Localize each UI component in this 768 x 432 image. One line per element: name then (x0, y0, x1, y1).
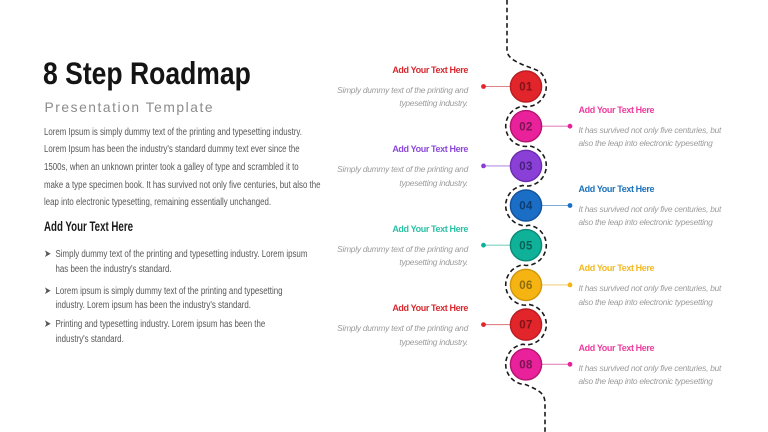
svg-text:05: 05 (519, 240, 533, 252)
svg-text:03: 03 (519, 161, 532, 173)
svg-text:07: 07 (519, 320, 532, 332)
svg-text:06: 06 (519, 280, 532, 292)
svg-text:02: 02 (519, 121, 532, 133)
svg-text:04: 04 (519, 201, 533, 213)
svg-text:01: 01 (519, 82, 533, 94)
svg-text:08: 08 (519, 359, 533, 371)
